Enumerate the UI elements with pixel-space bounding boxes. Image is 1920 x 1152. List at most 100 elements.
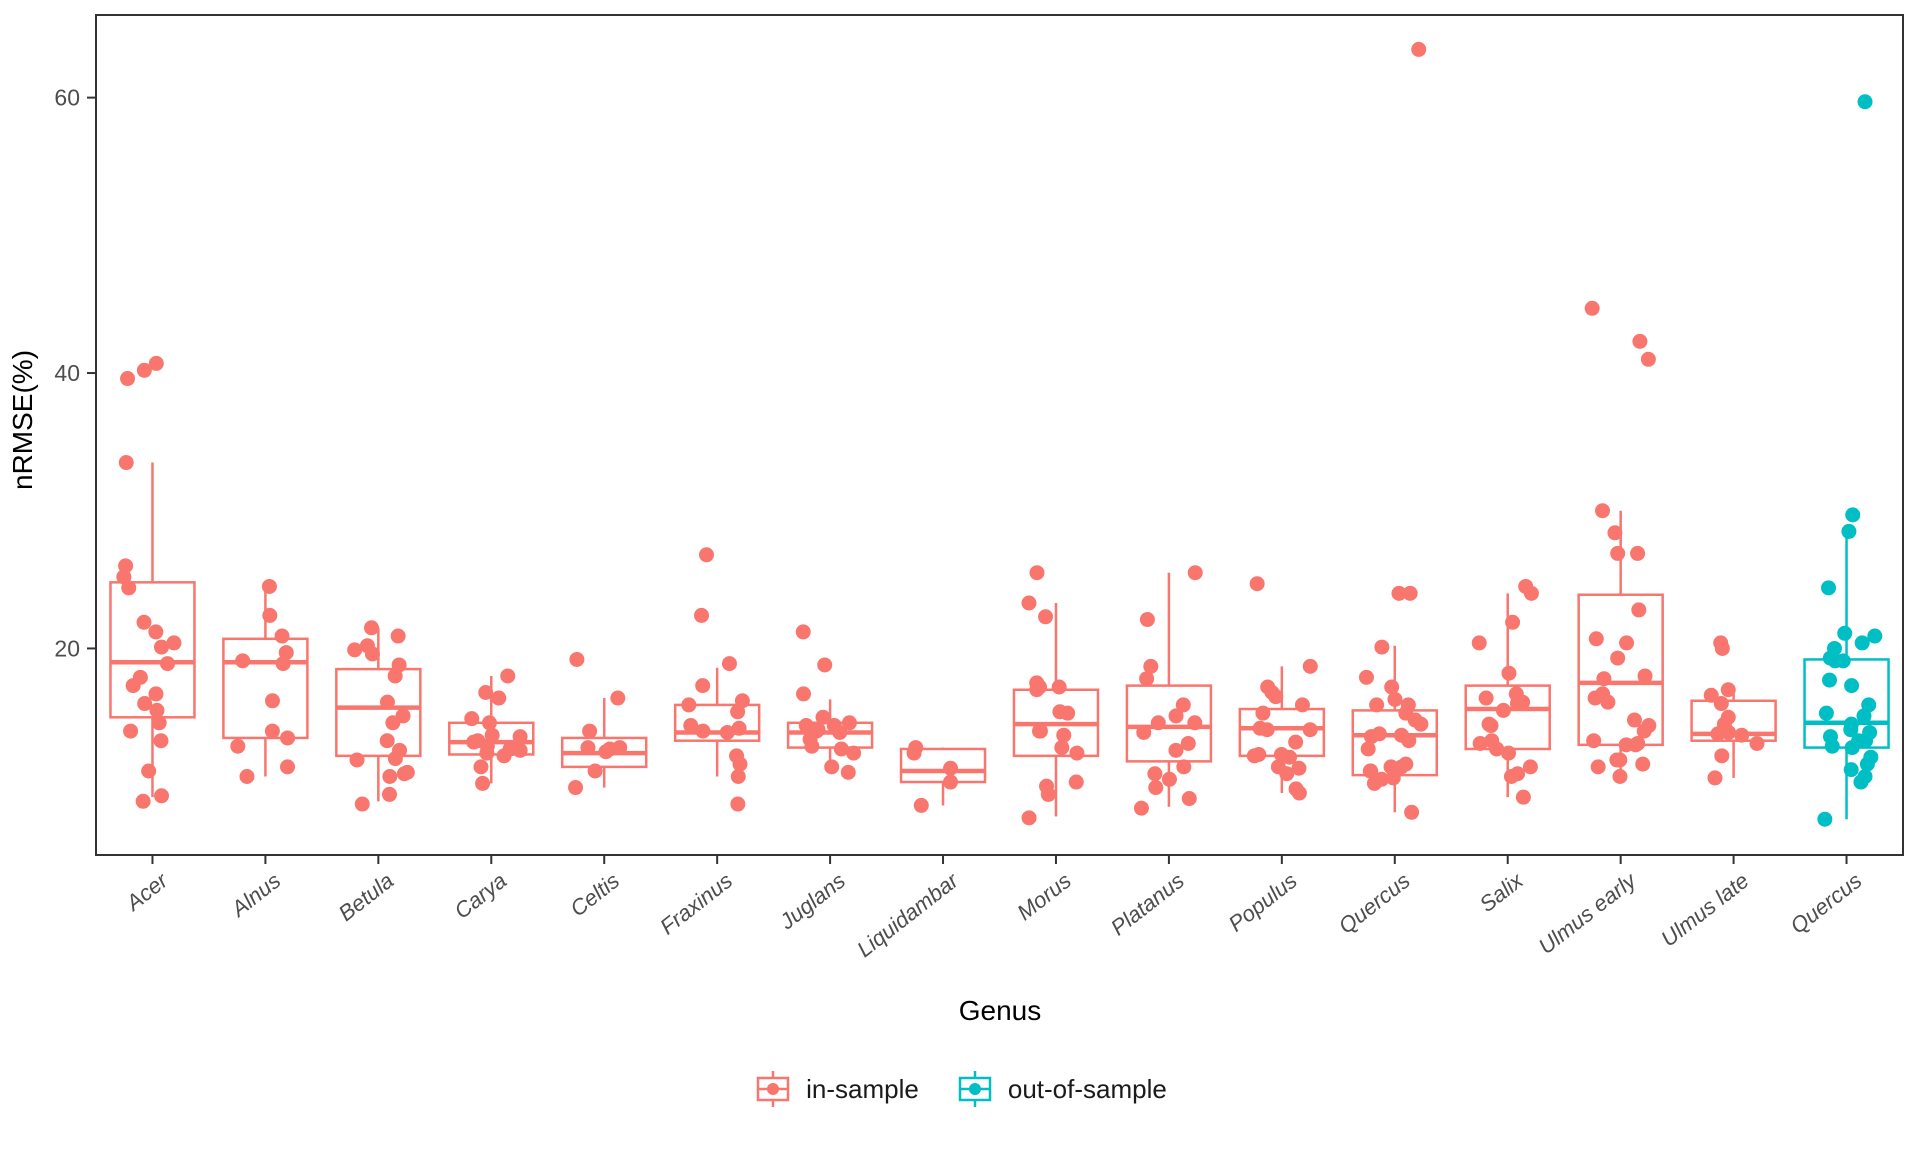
jitter-point bbox=[1161, 771, 1177, 787]
jitter-point bbox=[118, 455, 134, 471]
jitter-point bbox=[1640, 351, 1656, 367]
jitter-point bbox=[1503, 769, 1519, 785]
boxplot-group-celtis bbox=[560, 651, 648, 796]
jitter-point bbox=[1168, 708, 1184, 724]
jitter-point bbox=[390, 628, 406, 644]
jitter-point bbox=[1369, 697, 1385, 713]
jitter-point bbox=[347, 642, 363, 658]
jitter-point bbox=[363, 620, 379, 636]
jitter-point bbox=[481, 715, 497, 731]
y-tick-label: 60 bbox=[54, 85, 80, 111]
jitter-point bbox=[1596, 671, 1612, 687]
jitter-point bbox=[1631, 602, 1647, 618]
jitter-point bbox=[354, 796, 370, 812]
jitter-point bbox=[500, 668, 516, 684]
jitter-point bbox=[1366, 775, 1382, 791]
jitter-point bbox=[1584, 300, 1600, 316]
x-tick-label-liquidambar: Liquidambar bbox=[852, 867, 964, 962]
jitter-point bbox=[580, 740, 596, 756]
jitter-point bbox=[1478, 690, 1494, 706]
jitter-point bbox=[587, 763, 603, 779]
jitter-point bbox=[1837, 625, 1853, 641]
legend-key-boxplot-icon bbox=[756, 1071, 790, 1107]
jitter-point bbox=[160, 656, 176, 672]
jitter-point bbox=[1610, 650, 1626, 666]
jitter-point bbox=[1282, 749, 1298, 765]
x-tick-label-morus: Morus bbox=[1012, 868, 1076, 925]
jitter-point bbox=[568, 780, 584, 796]
jitter-point bbox=[695, 723, 711, 739]
jitter-point bbox=[1291, 760, 1307, 776]
jitter-point bbox=[496, 748, 512, 764]
jitter-point bbox=[1619, 635, 1635, 651]
jitter-point bbox=[1610, 545, 1626, 561]
jitter-point bbox=[1749, 735, 1765, 751]
x-tick-label-quercus-out: Quercus bbox=[1786, 868, 1867, 939]
legend-key-point bbox=[968, 1083, 981, 1095]
jitter-point bbox=[382, 769, 398, 785]
jitter-point bbox=[1858, 733, 1874, 749]
jitter-point bbox=[1845, 507, 1861, 523]
jitter-point bbox=[1150, 715, 1166, 731]
jitter-point bbox=[473, 759, 489, 775]
jitter-point bbox=[1038, 609, 1054, 625]
jitter-point bbox=[1703, 687, 1719, 703]
boxplot-group-populus bbox=[1238, 576, 1326, 801]
jitter-point bbox=[1139, 612, 1155, 628]
jitter-point bbox=[1472, 735, 1488, 751]
jitter-point bbox=[154, 788, 170, 804]
jitter-point bbox=[235, 653, 251, 669]
jitter-point bbox=[1822, 672, 1838, 688]
jitter-point bbox=[1489, 741, 1505, 757]
jitter-point bbox=[824, 759, 840, 775]
jitter-point bbox=[148, 624, 164, 640]
jitter-point bbox=[694, 607, 710, 623]
jitter-point bbox=[913, 797, 929, 813]
jitter-point bbox=[1360, 741, 1376, 757]
jitter-point bbox=[1817, 811, 1833, 827]
jitter-point bbox=[118, 558, 134, 574]
jitter-point bbox=[1187, 565, 1203, 581]
jitter-point bbox=[1637, 668, 1653, 684]
boxplot-group-carya bbox=[448, 668, 535, 791]
jitter-point bbox=[1363, 729, 1379, 745]
jitter-point bbox=[1294, 697, 1310, 713]
jitter-point bbox=[730, 796, 746, 812]
jitter-point bbox=[582, 723, 598, 739]
jitter-point bbox=[1844, 678, 1860, 694]
jitter-point bbox=[1404, 804, 1420, 820]
jitter-point bbox=[239, 769, 255, 785]
x-tick-label-acer: Acer bbox=[120, 867, 174, 917]
jitter-point bbox=[136, 362, 152, 378]
x-tick-label-betula: Betula bbox=[334, 868, 399, 926]
boxplot-group-quercus-out bbox=[1803, 94, 1890, 827]
jitter-point bbox=[1857, 94, 1873, 110]
jitter-point bbox=[1853, 774, 1869, 790]
jitter-point bbox=[1720, 682, 1736, 698]
jitter-point bbox=[795, 624, 811, 640]
jitter-point bbox=[1854, 635, 1870, 651]
jitter-point bbox=[731, 720, 747, 736]
jitter-point bbox=[261, 578, 277, 594]
jitter-point bbox=[1843, 762, 1859, 778]
jitter-point bbox=[1636, 723, 1652, 739]
jitter-point bbox=[846, 745, 862, 761]
y-axis-title: nRMSE(%) bbox=[7, 350, 38, 490]
jitter-point bbox=[1139, 671, 1155, 687]
x-tick-label-quercus: Quercus bbox=[1334, 868, 1415, 939]
jitter-point bbox=[1362, 763, 1378, 779]
jitter-point bbox=[1635, 756, 1651, 772]
legend-item-in-sample: in-sample bbox=[753, 1068, 919, 1110]
boxplot-group-ulmus-early bbox=[1577, 300, 1664, 785]
x-axis-title: Genus bbox=[959, 995, 1042, 1026]
jitter-point bbox=[512, 742, 528, 758]
boxplot-group-juglans bbox=[786, 624, 874, 780]
jitter-point bbox=[832, 724, 848, 740]
jitter-point bbox=[1501, 745, 1517, 761]
jitter-point bbox=[1710, 726, 1726, 742]
jitter-point bbox=[1279, 766, 1295, 782]
jitter-point bbox=[732, 756, 748, 772]
jitter-point bbox=[1471, 635, 1487, 651]
boxplot-canvas: 20 40 60 Acer Alnus Betula Carya Celtis Fraxinus… bbox=[7, 14, 1904, 1026]
jitter-point bbox=[1180, 735, 1196, 751]
